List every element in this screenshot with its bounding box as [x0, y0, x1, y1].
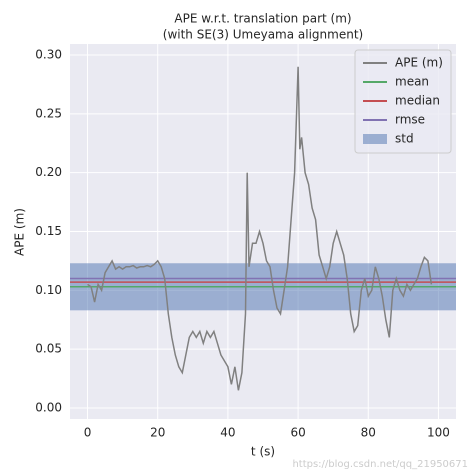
legend-box	[354, 49, 452, 154]
x-tick-label: 20	[150, 426, 165, 440]
y-tick-label: 0.10	[35, 283, 62, 297]
y-tick-label: 0.20	[35, 165, 62, 179]
y-tick-label: 0.30	[35, 48, 62, 62]
legend-label: APE (m)	[395, 56, 443, 70]
y-tick-label: 0.25	[35, 106, 62, 120]
x-axis-label: t (s)	[251, 445, 275, 459]
legend-label: rmse	[395, 113, 425, 127]
x-tick-label: 60	[290, 426, 305, 440]
chart-title: APE w.r.t. translation part (m)	[174, 12, 351, 26]
y-tick-label: 0.00	[35, 400, 62, 414]
legend-label: std	[395, 132, 414, 146]
legend-swatch	[363, 134, 387, 144]
x-tick-label: 100	[427, 426, 450, 440]
watermark: https://blog.csdn.net/qq_21950671	[292, 459, 468, 470]
y-tick-label: 0.15	[35, 224, 62, 238]
y-axis-label: APE (m)	[13, 208, 27, 256]
legend-label: mean	[395, 75, 429, 89]
x-tick-label: 0	[84, 426, 92, 440]
x-tick-label: 40	[220, 426, 235, 440]
legend-label: median	[395, 94, 440, 108]
x-tick-label: 80	[361, 426, 376, 440]
data-line	[87, 66, 433, 391]
chart-subtitle: (with SE(3) Umeyama alignment)	[163, 28, 363, 42]
y-tick-label: 0.05	[35, 342, 62, 356]
